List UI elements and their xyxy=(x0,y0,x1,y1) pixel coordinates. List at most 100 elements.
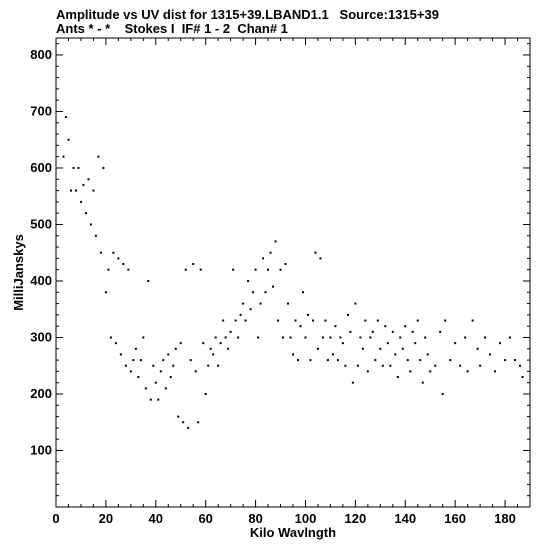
data-point xyxy=(421,381,424,384)
data-point xyxy=(344,364,347,367)
y-tick-label: 200 xyxy=(30,386,52,401)
x-tick-label: 60 xyxy=(198,511,212,526)
data-point xyxy=(426,353,429,356)
data-point xyxy=(424,336,427,339)
axes-layer: 0 20 40 60 80 100 120 140 160 180 100 200 300 400 500 6… xyxy=(30,38,530,526)
data-point xyxy=(272,285,275,288)
data-point xyxy=(157,398,160,401)
data-point xyxy=(149,398,152,401)
data-point xyxy=(89,223,92,226)
data-point xyxy=(319,257,322,260)
data-point xyxy=(301,291,304,294)
data-point xyxy=(147,279,150,282)
data-point xyxy=(464,336,467,339)
data-point xyxy=(519,364,522,367)
data-point xyxy=(304,336,307,339)
data-point xyxy=(87,178,90,181)
data-point xyxy=(331,353,334,356)
data-point xyxy=(374,359,377,362)
data-point xyxy=(232,268,235,271)
x-tick-label: 140 xyxy=(394,511,416,526)
data-point xyxy=(179,342,182,345)
y-tick-label: 100 xyxy=(30,442,52,457)
data-point xyxy=(102,166,105,169)
data-point xyxy=(107,268,110,271)
data-point xyxy=(239,313,242,316)
data-point xyxy=(199,268,202,271)
y-tick-label: 400 xyxy=(30,273,52,288)
data-point xyxy=(411,330,414,333)
data-point xyxy=(117,257,120,260)
x-tick-label: 180 xyxy=(494,511,516,526)
data-point xyxy=(152,364,155,367)
data-point xyxy=(289,336,292,339)
data-point xyxy=(234,319,237,322)
data-point xyxy=(209,347,212,350)
data-point xyxy=(309,359,312,362)
data-point xyxy=(62,155,65,158)
x-tick-label: 20 xyxy=(99,511,113,526)
data-point xyxy=(439,330,442,333)
data-point xyxy=(416,319,419,322)
data-point xyxy=(341,342,344,345)
data-point xyxy=(409,370,412,373)
data-point xyxy=(84,212,87,215)
data-point xyxy=(314,251,317,254)
data-point xyxy=(386,342,389,345)
x-tick-label: 40 xyxy=(149,511,163,526)
data-point xyxy=(401,347,404,350)
data-point xyxy=(354,302,357,305)
data-point xyxy=(162,359,165,362)
data-point xyxy=(404,325,407,328)
data-point xyxy=(69,189,72,192)
plot-frame xyxy=(55,37,531,508)
data-point xyxy=(77,166,80,169)
y-tick-label: 500 xyxy=(30,216,52,231)
data-point xyxy=(346,313,349,316)
data-point xyxy=(217,364,220,367)
data-point xyxy=(224,336,227,339)
data-point xyxy=(449,359,452,362)
data-point xyxy=(429,370,432,373)
data-point xyxy=(189,359,192,362)
data-point xyxy=(406,359,409,362)
data-point xyxy=(381,364,384,367)
data-point xyxy=(284,263,287,266)
data-point xyxy=(104,291,107,294)
data-point xyxy=(114,342,117,345)
data-point xyxy=(194,370,197,373)
data-point xyxy=(197,421,200,424)
data-point xyxy=(177,415,180,418)
data-point xyxy=(229,330,232,333)
data-point xyxy=(329,336,332,339)
data-point xyxy=(521,376,524,379)
data-point xyxy=(324,319,327,322)
data-point xyxy=(237,336,240,339)
data-point xyxy=(334,325,337,328)
data-point xyxy=(202,342,205,345)
data-point xyxy=(264,291,267,294)
chart-title: Amplitude vs UV dist for 1315+39.LBAND1.… xyxy=(56,7,439,22)
data-point xyxy=(364,319,367,322)
data-point xyxy=(67,138,70,141)
data-point xyxy=(499,342,502,345)
data-point xyxy=(509,336,512,339)
data-point xyxy=(207,364,210,367)
data-point xyxy=(396,376,399,379)
data-point xyxy=(99,251,102,254)
data-points-layer xyxy=(62,116,524,429)
data-point xyxy=(249,308,252,311)
data-point xyxy=(174,347,177,350)
data-point xyxy=(356,364,359,367)
y-axis-label: MilliJanskys xyxy=(11,234,26,311)
data-point xyxy=(282,336,285,339)
data-point xyxy=(459,364,462,367)
data-point xyxy=(182,421,185,424)
data-point xyxy=(351,381,354,384)
data-point xyxy=(454,342,457,345)
data-point xyxy=(349,330,352,333)
data-point xyxy=(419,359,422,362)
data-point xyxy=(214,336,217,339)
data-point xyxy=(391,330,394,333)
data-point xyxy=(219,342,222,345)
